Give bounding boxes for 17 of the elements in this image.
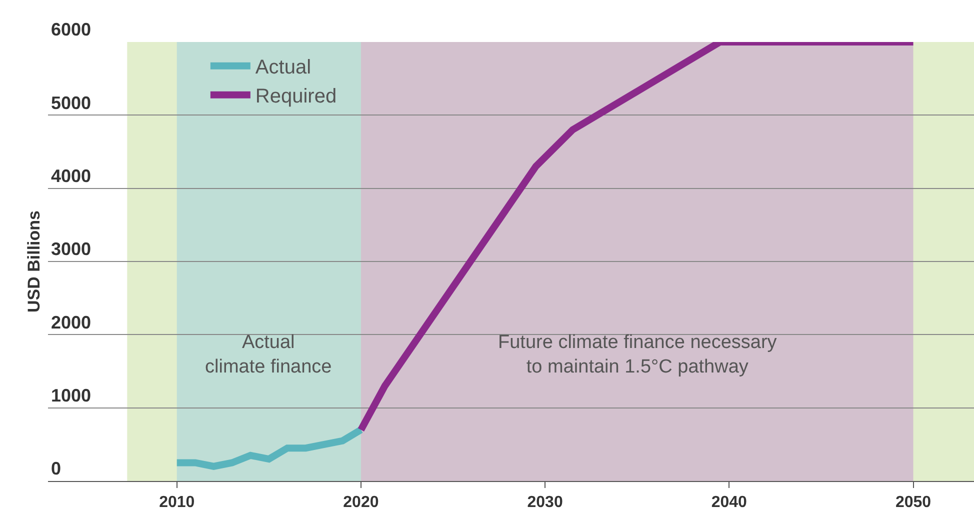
legend-label: Required (255, 86, 337, 108)
y-axis-title: USD Billions (24, 210, 44, 313)
y-tick-label: 3000 (51, 239, 92, 260)
y-tick-label: 6000 (51, 20, 92, 40)
band-label: Future climate finance necessary to maintain 1.5°C pathway (498, 332, 778, 378)
y-tick-label: 1000 (51, 386, 92, 406)
y-tick-label: 5000 (51, 92, 92, 113)
y-tick-label: 2000 (51, 312, 92, 332)
x-tick-label: 2030 (527, 494, 563, 512)
legend-label: Actual (255, 56, 312, 79)
band-label: Actual climate finance (205, 332, 332, 378)
x-tick-label: 2020 (343, 494, 379, 512)
x-tick-label: 2010 (159, 494, 195, 512)
y-tick-label: 0 (51, 458, 62, 479)
y-tick-label: 4000 (51, 166, 92, 186)
x-tick-label: 2040 (711, 494, 748, 512)
x-tick-label: 2050 (895, 494, 932, 512)
